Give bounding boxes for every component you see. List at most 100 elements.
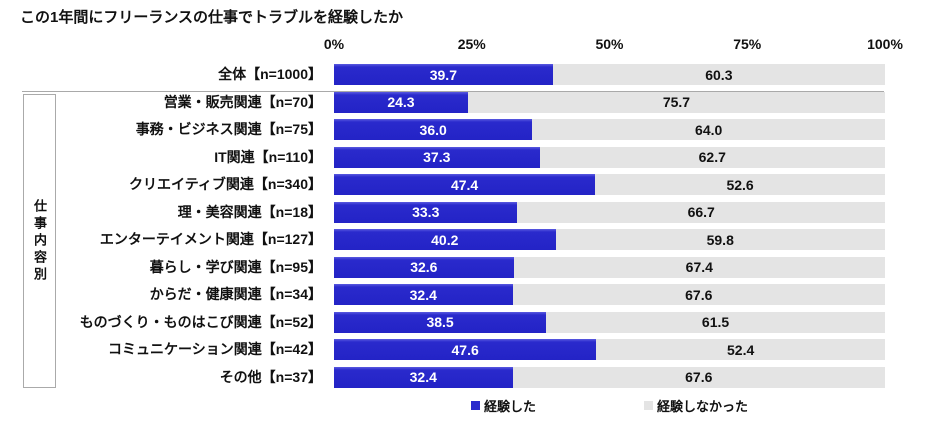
bar-segment-not-experienced: 67.4 xyxy=(513,256,885,278)
bar-segment-not-experienced: 75.7 xyxy=(467,91,885,113)
category-group-box: 仕事内容別 xyxy=(23,94,56,388)
value-label-experienced: 39.7 xyxy=(429,66,457,83)
legend-item: 経験しなかった xyxy=(644,396,748,415)
chart-row: 理・美容関連【n=18】 33.3 66.7 xyxy=(0,201,945,230)
legend-swatch-icon xyxy=(644,401,653,410)
bar-track: 47.6 52.4 xyxy=(334,339,885,360)
category-label: 全体【n=1000】 xyxy=(218,66,322,82)
bar-segment-experienced: 32.4 xyxy=(334,366,513,388)
chart-row: からだ・健康関連【n=34】 32.4 67.6 xyxy=(0,284,945,312)
bar-segment-experienced: 40.2 xyxy=(334,229,556,250)
chart-row: 全体【n=1000】 39.7 60.3 xyxy=(0,64,945,92)
bar-segment-experienced: 24.3 xyxy=(334,91,468,113)
bar-track: 36.0 64.0 xyxy=(334,119,885,140)
bar-track: 24.3 75.7 xyxy=(334,91,885,113)
chart-row: 事務・ビジネス関連【n=75】 36.0 64.0 xyxy=(0,119,945,147)
bar-track: 38.5 61.5 xyxy=(334,311,885,333)
bar-segment-not-experienced: 60.3 xyxy=(552,64,885,85)
x-axis-tick-label: 25% xyxy=(457,36,486,52)
x-axis-tick-label: 100% xyxy=(867,36,903,52)
value-label-not-experienced: 60.3 xyxy=(705,66,733,83)
legend-label: 経験しなかった xyxy=(657,399,749,414)
value-label-experienced: 32.6 xyxy=(410,259,438,275)
bar-segment-experienced: 37.3 xyxy=(334,146,540,168)
category-label: 理・美容関連【n=18】 xyxy=(177,203,322,220)
bar-segment-experienced: 39.7 xyxy=(334,64,553,85)
category-label: 暮らし・学び関連【n=95】 xyxy=(149,258,322,275)
bar-track: 33.3 66.7 xyxy=(334,201,885,223)
value-label-not-experienced: 62.7 xyxy=(698,149,726,165)
category-group-label: 仕事内容別 xyxy=(32,198,47,284)
bar-segment-experienced: 32.4 xyxy=(334,284,513,305)
x-axis-tick-label: 75% xyxy=(733,36,762,52)
value-label-experienced: 38.5 xyxy=(426,314,454,330)
bar-segment-not-experienced: 52.4 xyxy=(596,339,885,360)
legend-item: 経験した xyxy=(470,396,536,415)
value-label-not-experienced: 67.6 xyxy=(685,369,713,385)
bar-segment-not-experienced: 67.6 xyxy=(512,284,885,305)
bar-track: 32.6 67.4 xyxy=(334,256,885,278)
bar-segment-experienced: 47.6 xyxy=(334,339,597,360)
value-label-experienced: 24.3 xyxy=(387,94,415,110)
category-label: ものづくり・ものはこび関連【n=52】 xyxy=(79,313,322,330)
chart-row: ものづくり・ものはこび関連【n=52】 38.5 61.5 xyxy=(0,311,945,340)
chart-row: エンターテイメント関連【n=127】 40.2 59.8 xyxy=(0,229,945,257)
category-label: からだ・健康関連【n=34】 xyxy=(149,286,322,302)
value-label-experienced: 33.3 xyxy=(412,204,440,220)
bar-segment-experienced: 38.5 xyxy=(334,311,547,333)
value-label-not-experienced: 59.8 xyxy=(706,231,734,248)
category-label: 事務・ビジネス関連【n=75】 xyxy=(135,121,322,137)
chart-row: クリエイティブ関連【n=340】 47.4 52.6 xyxy=(0,174,945,202)
bar-segment-experienced: 36.0 xyxy=(334,119,533,140)
chart-row: IT関連【n=110】 37.3 62.7 xyxy=(0,146,945,175)
category-label: IT関連【n=110】 xyxy=(214,148,322,165)
bar-segment-not-experienced: 67.6 xyxy=(512,366,885,388)
value-label-not-experienced: 52.6 xyxy=(726,176,754,193)
bar-track: 32.4 67.6 xyxy=(334,366,885,388)
value-label-not-experienced: 64.0 xyxy=(695,121,723,138)
bar-segment-not-experienced: 59.8 xyxy=(555,229,885,250)
value-label-not-experienced: 52.4 xyxy=(727,341,755,358)
x-axis-tick-label: 0% xyxy=(323,36,345,52)
category-label: コミュニケーション関連【n=42】 xyxy=(107,341,322,357)
value-label-experienced: 37.3 xyxy=(423,149,451,165)
value-label-experienced: 47.4 xyxy=(450,176,479,193)
bar-track: 37.3 62.7 xyxy=(334,146,885,168)
chart-title: この1年間にフリーランスの仕事でトラブルを経験したか xyxy=(20,9,404,26)
value-label-experienced: 32.4 xyxy=(409,286,437,303)
value-label-experienced: 36.0 xyxy=(419,121,447,138)
value-label-not-experienced: 75.7 xyxy=(662,94,691,110)
bar-segment-experienced: 47.4 xyxy=(334,174,596,195)
value-label-not-experienced: 67.6 xyxy=(685,286,713,303)
bar-segment-not-experienced: 66.7 xyxy=(517,201,885,223)
category-label: エンターテイメント関連【n=127】 xyxy=(99,231,322,247)
bar-track: 40.2 59.8 xyxy=(334,229,885,250)
category-label: クリエイティブ関連【n=340】 xyxy=(129,176,322,192)
bar-rows: 全体【n=1000】 39.7 60.3 営業・販売関連【n=70】 24.3 75.7 事… xyxy=(0,64,945,394)
bar-segment-experienced: 32.6 xyxy=(334,256,514,278)
chart-row: 暮らし・学び関連【n=95】 32.6 67.4 xyxy=(0,256,945,285)
legend: 経験した 経験しなかった xyxy=(334,396,885,415)
bar-track: 39.7 60.3 xyxy=(334,64,885,85)
value-label-not-experienced: 66.7 xyxy=(687,204,715,220)
value-label-experienced: 40.2 xyxy=(431,231,459,248)
legend-label: 経験した xyxy=(483,399,536,414)
value-label-experienced: 47.6 xyxy=(451,341,479,358)
value-label-experienced: 32.4 xyxy=(409,369,437,385)
bar-segment-experienced: 33.3 xyxy=(334,201,518,223)
legend-swatch-icon xyxy=(470,401,480,410)
category-label: その他【n=37】 xyxy=(219,368,322,385)
bar-track: 32.4 67.6 xyxy=(334,284,885,305)
value-label-not-experienced: 67.4 xyxy=(685,259,713,275)
bar-track: 47.4 52.6 xyxy=(334,174,885,195)
bar-segment-not-experienced: 62.7 xyxy=(539,146,885,168)
bar-segment-not-experienced: 64.0 xyxy=(532,119,885,140)
chart-row: コミュニケーション関連【n=42】 47.6 52.4 xyxy=(0,339,945,367)
chart-row: 営業・販売関連【n=70】 24.3 75.7 xyxy=(0,91,945,120)
value-label-not-experienced: 61.5 xyxy=(701,314,730,330)
x-axis-tick-label: 50% xyxy=(595,36,624,52)
bar-segment-not-experienced: 52.6 xyxy=(595,174,885,195)
chart-row: その他【n=37】 32.4 67.6 xyxy=(0,366,945,395)
overall-separator-line xyxy=(22,91,884,92)
